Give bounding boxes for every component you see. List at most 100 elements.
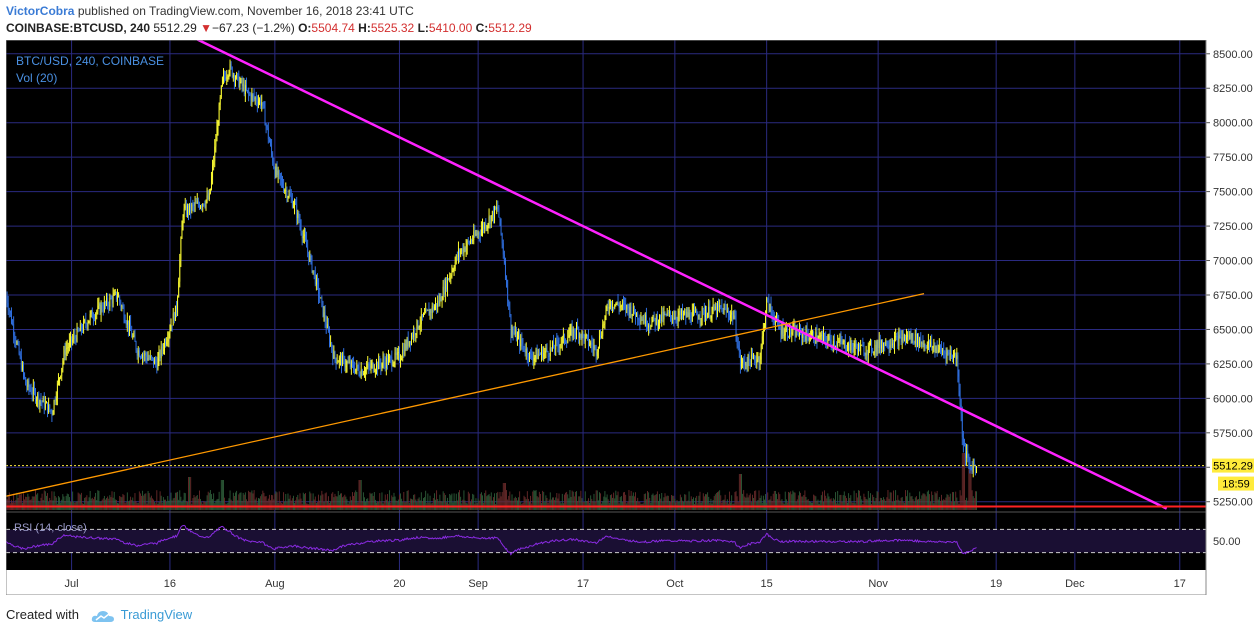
candle-body — [556, 340, 558, 342]
candle-body — [126, 320, 128, 325]
volume-bar — [468, 493, 470, 510]
volume-bar — [816, 500, 818, 510]
volume-bar — [888, 498, 890, 510]
volume-bar — [784, 491, 786, 510]
volume-bar — [526, 491, 528, 510]
volume-bar — [95, 492, 97, 510]
candle-body — [535, 349, 537, 356]
price-tick-label: 6750.00 — [1213, 290, 1253, 302]
volume-bar — [291, 498, 293, 510]
candle-body — [599, 335, 600, 347]
candle-body — [500, 219, 502, 234]
candle-body — [602, 324, 604, 336]
candle-body — [101, 305, 103, 310]
candle-body — [404, 344, 406, 356]
volume-bar — [255, 497, 257, 510]
candle-body — [595, 346, 597, 356]
volume-bar — [63, 496, 65, 510]
candle-body — [128, 320, 129, 330]
candle-body — [926, 344, 928, 349]
candle-body — [679, 310, 681, 316]
candle-body — [91, 310, 93, 319]
candle-body — [800, 327, 801, 331]
candle-body — [26, 385, 28, 387]
volume-bar — [168, 500, 170, 510]
volume-bar — [453, 493, 455, 510]
candle-body — [425, 309, 427, 314]
candle-body — [660, 314, 662, 321]
volume-bar — [616, 495, 618, 510]
volume-bar — [32, 496, 34, 510]
candle-body — [642, 319, 644, 321]
volume-bar — [687, 500, 689, 510]
volume-bar — [564, 494, 565, 510]
volume-bar — [318, 494, 320, 510]
volume-bar — [333, 497, 335, 510]
volume-bar — [283, 492, 285, 510]
volume-bar — [549, 492, 551, 510]
candle-body — [488, 216, 490, 224]
volume-bar — [633, 496, 635, 510]
volume-bar — [702, 493, 704, 510]
candle-body — [663, 313, 665, 320]
candle-body — [306, 239, 307, 248]
candle-body — [643, 319, 645, 324]
volume-bar — [501, 492, 503, 510]
candle-body — [349, 361, 351, 368]
candle-body — [248, 90, 250, 95]
candle-body — [467, 240, 469, 242]
candle-body — [861, 345, 863, 347]
candle-body — [149, 355, 151, 359]
published-text: published on TradingView.com, November 1… — [77, 4, 414, 18]
author-link[interactable]: VictorCobra — [6, 4, 75, 18]
price-chart[interactable]: 5250.005500.005750.006000.006250.006500.… — [6, 40, 1254, 595]
volume-bar — [420, 492, 422, 510]
candle-body — [656, 316, 658, 326]
volume-bar — [305, 493, 306, 510]
candle-body — [120, 301, 122, 307]
volume-bar — [265, 496, 267, 510]
candle-body — [387, 357, 388, 365]
candle-body — [540, 353, 541, 355]
volume-bar — [268, 494, 270, 510]
candle-body — [513, 332, 515, 334]
candle-body — [565, 341, 566, 343]
candle-body — [394, 352, 396, 363]
volume-bar — [444, 495, 446, 510]
volume-bar — [484, 493, 486, 510]
volume-bar — [150, 495, 152, 510]
volume-bar — [359, 480, 361, 510]
candle-body — [317, 277, 318, 284]
volume-bar — [101, 499, 103, 510]
candle-body — [60, 375, 62, 378]
candle-body — [63, 350, 65, 362]
candle-body — [458, 249, 459, 258]
volume-bar — [568, 498, 570, 510]
candle-body — [263, 102, 265, 108]
candle-body — [393, 362, 395, 366]
candle-body — [321, 297, 323, 302]
volume-bar — [180, 496, 182, 510]
volume-bar — [278, 491, 280, 510]
candle-body — [444, 280, 446, 295]
candle-body — [42, 398, 44, 403]
volume-bar — [801, 496, 803, 510]
open-value: 5504.74 — [311, 21, 355, 35]
volume-bar — [764, 499, 765, 510]
volume-bar — [206, 495, 208, 510]
volume-bar — [792, 490, 794, 510]
volume-bar — [532, 491, 534, 510]
candle-body — [30, 389, 32, 394]
candle-body — [913, 341, 915, 344]
volume-bar — [132, 497, 134, 510]
volume-bar — [31, 496, 33, 510]
volume-bar — [647, 490, 648, 510]
tradingview-brand-link[interactable]: TradingView — [120, 607, 193, 622]
candle-body — [162, 349, 164, 351]
candle-body — [678, 310, 680, 316]
candle-body — [512, 331, 514, 333]
candle-body — [934, 345, 936, 352]
candle-body — [855, 343, 857, 348]
volume-bar — [223, 480, 224, 510]
candle-body — [802, 333, 804, 338]
